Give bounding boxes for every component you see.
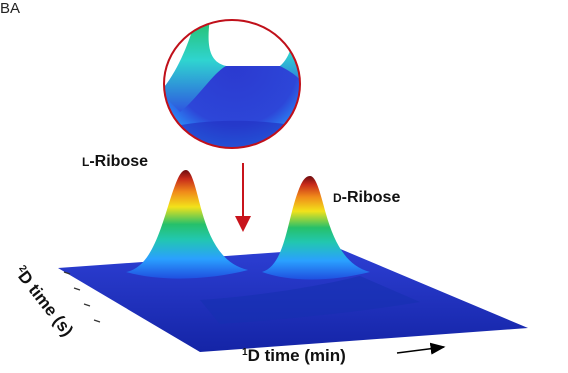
peak-l-ribose (126, 170, 248, 279)
peak-label-l: L-Ribose (82, 153, 148, 170)
x-axis-label-text: D time (min) (248, 346, 346, 365)
surface-base-shadow (200, 276, 420, 324)
peak-d-ribose (262, 176, 370, 280)
peak-label-l-prefix: L (82, 155, 89, 169)
panel-label: BA (0, 0, 20, 17)
inset-magnification (163, 19, 301, 149)
y-axis-ticks (63, 271, 101, 323)
y-axis-label-text: D time (s) (14, 267, 77, 340)
x-axis-label-sup: 1 (242, 347, 248, 358)
x-axis-arrow (396, 342, 446, 355)
peak-label-d-prefix: D (333, 191, 342, 205)
inset-border (163, 19, 301, 149)
svg-text:1D time (min): 1D time (min) (242, 346, 346, 365)
y-axis-label-sup: 2 (16, 263, 28, 275)
peak-label-d-rest: -Ribose (342, 189, 401, 206)
svg-text:2D time (s): 2D time (s) (11, 263, 77, 340)
x-axis-label: 1D time (min) (242, 342, 446, 365)
peak-label-l-rest: -Ribose (89, 153, 148, 170)
y-axis-label: 2D time (s) (11, 263, 77, 340)
peak-label-d: D-Ribose (333, 189, 400, 206)
